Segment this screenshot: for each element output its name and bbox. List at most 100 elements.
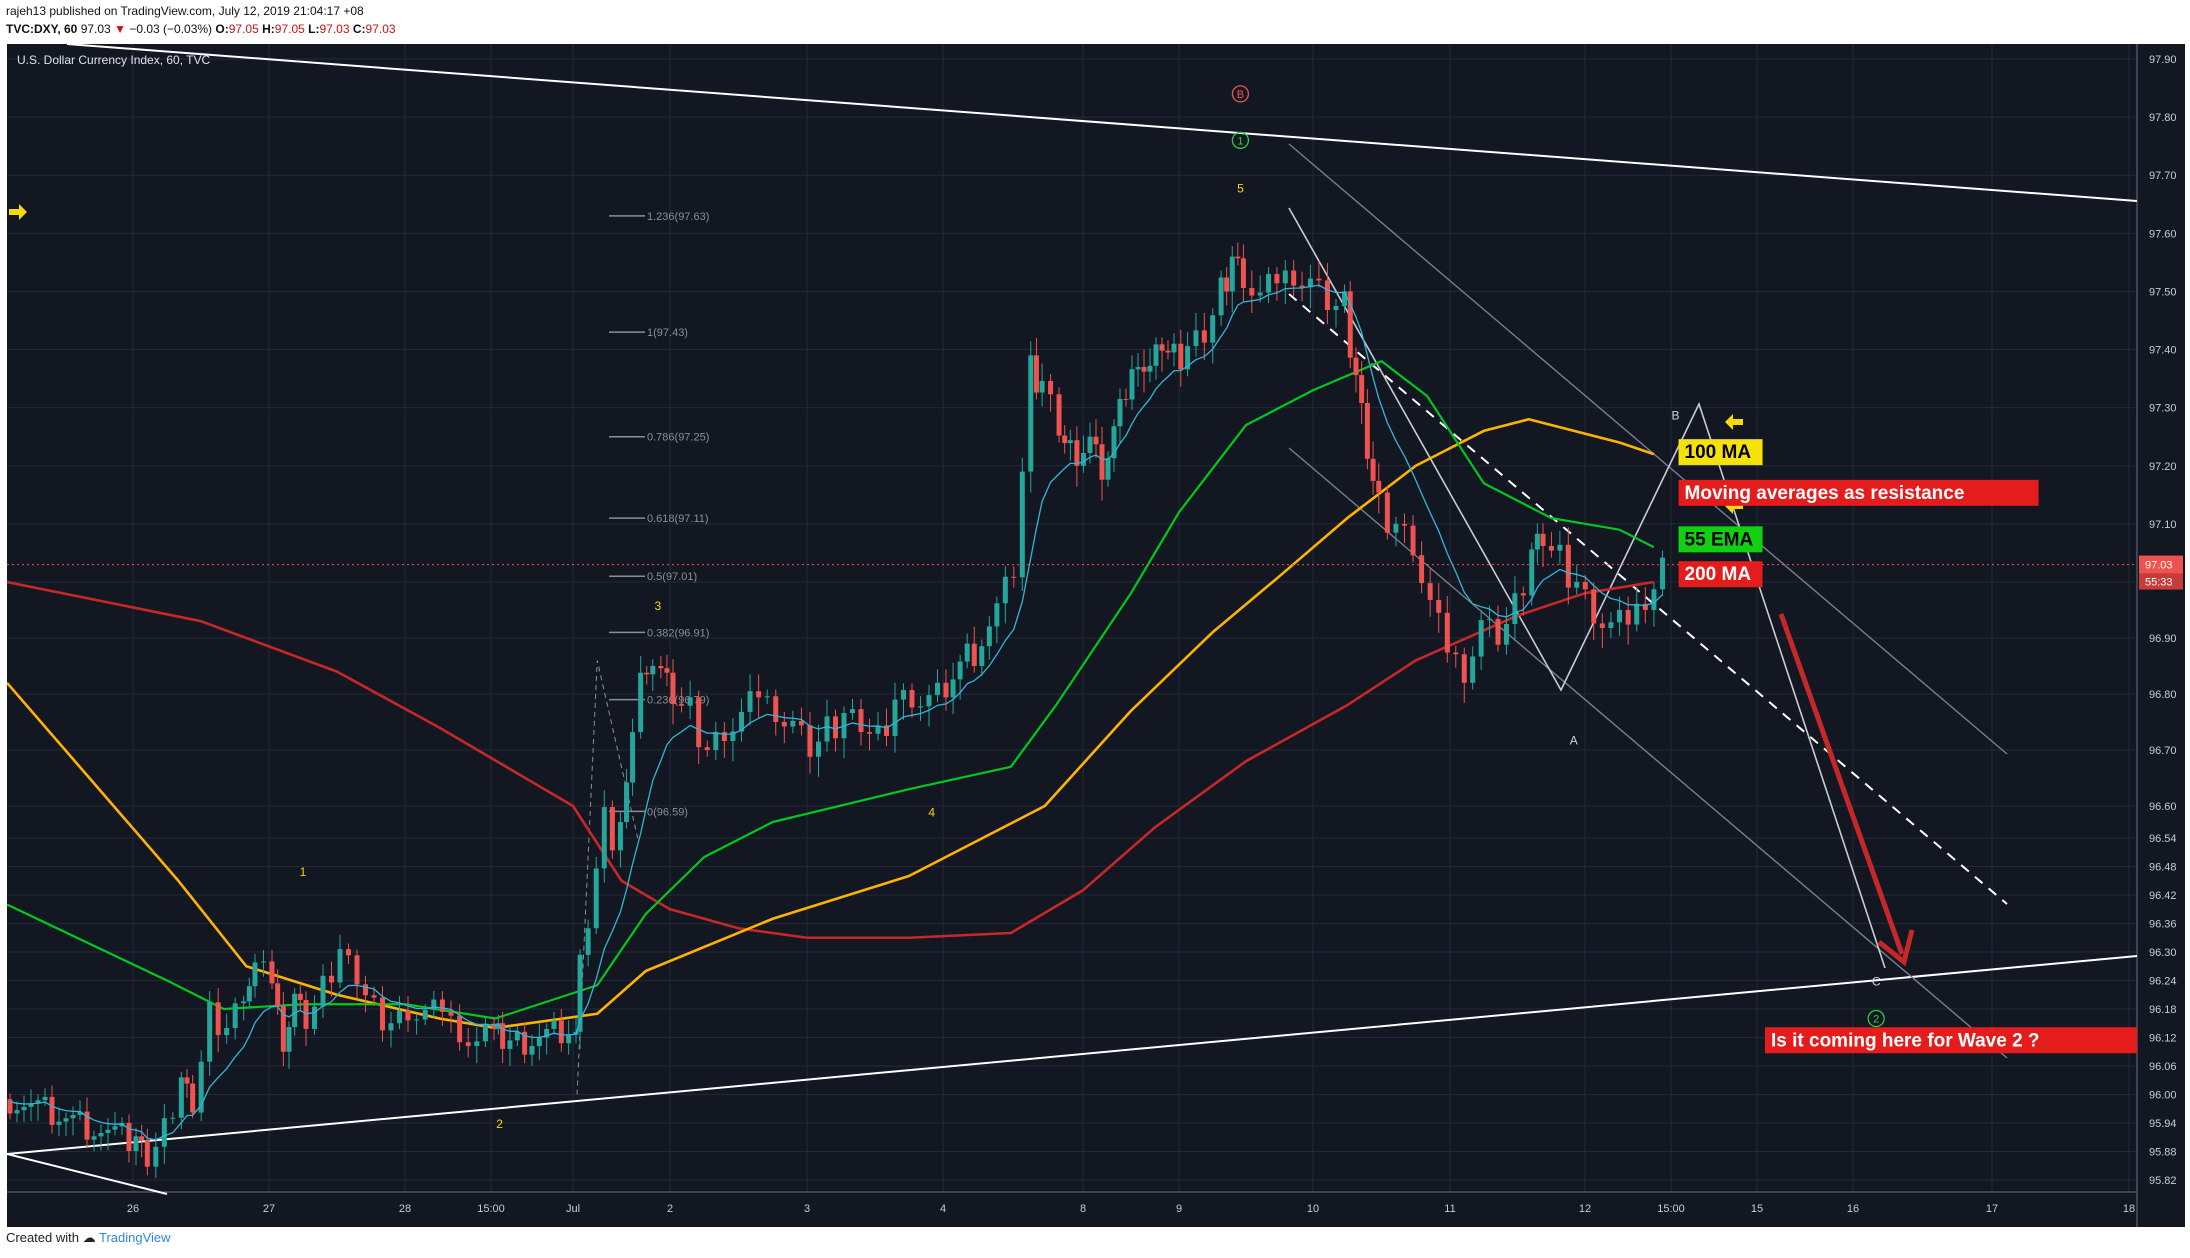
candle-body bbox=[971, 643, 977, 666]
fib-level-label: 0.5(97.01) bbox=[647, 571, 697, 583]
candle-body bbox=[1660, 557, 1666, 590]
wave-label: 5 bbox=[1237, 182, 1244, 196]
candle-body bbox=[1165, 350, 1171, 353]
candle-body bbox=[884, 725, 889, 736]
candle-body bbox=[126, 1123, 132, 1152]
candle-body bbox=[448, 1011, 454, 1016]
open-label: O: bbox=[215, 22, 229, 36]
candle-body bbox=[91, 1136, 97, 1140]
wave-circle bbox=[1867, 1009, 1885, 1028]
candle-body bbox=[397, 1010, 402, 1024]
candle-body bbox=[522, 1031, 528, 1055]
candle-body bbox=[405, 1010, 411, 1021]
wave-label: 1 bbox=[300, 865, 307, 879]
candle-body bbox=[1591, 589, 1597, 624]
channel-mid-dashed bbox=[1288, 293, 2008, 905]
candle-body bbox=[566, 1034, 572, 1044]
x-tick-label: 9 bbox=[1176, 1203, 1182, 1215]
candle-body bbox=[721, 732, 727, 742]
y-tick-label: 96.60 bbox=[2149, 801, 2177, 813]
candle-body bbox=[465, 1042, 471, 1047]
fib-level-label: 0.236(96.79) bbox=[647, 695, 709, 707]
price-chart[interactable]: 97.90 97.80 97.70 97.60 97.50 97.40 97.30 97.20… bbox=[7, 44, 2185, 1227]
candle-body bbox=[544, 1028, 550, 1038]
candle-body bbox=[303, 999, 309, 1029]
candle-body bbox=[329, 975, 334, 983]
candle-body bbox=[1401, 523, 1407, 526]
fib-level-label: 0.618(97.11) bbox=[647, 513, 709, 525]
candle-body bbox=[35, 1100, 41, 1104]
candle-body bbox=[388, 1023, 394, 1031]
created-with-label: Created with bbox=[6, 1230, 79, 1245]
candle-body bbox=[1565, 544, 1571, 588]
candle-body bbox=[153, 1146, 159, 1167]
candle-body bbox=[495, 1023, 501, 1029]
y-tick-label: 96.42 bbox=[2149, 890, 2177, 902]
fib-level-label: 1.236(97.63) bbox=[647, 211, 709, 223]
candle-body bbox=[867, 732, 872, 734]
candle-body bbox=[1487, 618, 1493, 621]
candle-body bbox=[1342, 291, 1348, 306]
candle-body bbox=[644, 672, 650, 675]
y-tick-label: 96.30 bbox=[2149, 947, 2177, 959]
wave-circle-label: 2 bbox=[1873, 1014, 1879, 1026]
x-tick-label: 26 bbox=[127, 1203, 139, 1215]
candle-body bbox=[551, 1020, 557, 1029]
candle-body bbox=[215, 1002, 221, 1036]
candle-body bbox=[1625, 610, 1631, 625]
candle-body bbox=[1266, 274, 1272, 293]
candle-body bbox=[414, 1019, 420, 1021]
candle-body bbox=[49, 1096, 55, 1125]
y-tick-label: 96.70 bbox=[2149, 745, 2177, 757]
x-tick-label: 15:00 bbox=[1657, 1203, 1685, 1215]
candle-body bbox=[337, 949, 343, 983]
annotation-box bbox=[1765, 1027, 2137, 1054]
candle-body bbox=[1099, 444, 1105, 480]
candle-body bbox=[858, 709, 864, 733]
wave-label: A bbox=[1570, 733, 1578, 747]
candle-body bbox=[875, 725, 881, 734]
countdown-tag-bg bbox=[2139, 573, 2183, 590]
candle-body bbox=[14, 1110, 20, 1114]
footer: Created with ☁ TradingView bbox=[6, 1230, 171, 1246]
candle-body bbox=[730, 731, 736, 742]
candle-body bbox=[1210, 315, 1216, 343]
y-tick-label: 97.50 bbox=[2149, 286, 2177, 298]
candle-body bbox=[354, 955, 360, 985]
change-value: −0.03 (−0.03%) bbox=[129, 22, 213, 36]
candle-body bbox=[439, 999, 445, 1012]
channel-lower bbox=[1288, 447, 2008, 1059]
candle-body bbox=[1427, 583, 1433, 600]
annotation-box bbox=[1678, 526, 1763, 553]
candle-body bbox=[833, 716, 838, 739]
y-tick-label: 97.20 bbox=[2149, 461, 2177, 473]
annotation-box bbox=[1678, 561, 1763, 588]
y-tick-label: 96.80 bbox=[2149, 689, 2177, 701]
candle-body bbox=[609, 807, 615, 851]
candle-body bbox=[1039, 380, 1045, 393]
candle-body bbox=[850, 709, 855, 714]
candle-body bbox=[1359, 375, 1365, 404]
candle-body bbox=[1257, 292, 1263, 296]
candle-body bbox=[1324, 280, 1330, 311]
projection-arrow-head-icon bbox=[1877, 929, 1915, 967]
candle-body bbox=[1080, 452, 1086, 466]
candle-body bbox=[1147, 365, 1153, 372]
candle-body bbox=[650, 666, 656, 675]
candle-body bbox=[1599, 623, 1605, 628]
x-tick-label: 28 bbox=[399, 1203, 411, 1215]
candle-body bbox=[1582, 582, 1588, 590]
candle-body bbox=[901, 690, 906, 700]
candle-body bbox=[679, 704, 685, 706]
candle-body bbox=[1019, 471, 1025, 578]
candle-body bbox=[926, 695, 932, 707]
candle-body bbox=[1376, 480, 1382, 493]
y-tick-label: 96.06 bbox=[2149, 1061, 2177, 1073]
x-tick-label: 8 bbox=[1080, 1203, 1086, 1215]
candle-body bbox=[994, 603, 1000, 627]
candle-body bbox=[601, 807, 607, 869]
candle-body bbox=[1370, 458, 1376, 481]
x-tick-label: 16 bbox=[1847, 1203, 1859, 1215]
candle-body bbox=[790, 720, 796, 727]
y-tick-label: 97.40 bbox=[2149, 345, 2177, 357]
